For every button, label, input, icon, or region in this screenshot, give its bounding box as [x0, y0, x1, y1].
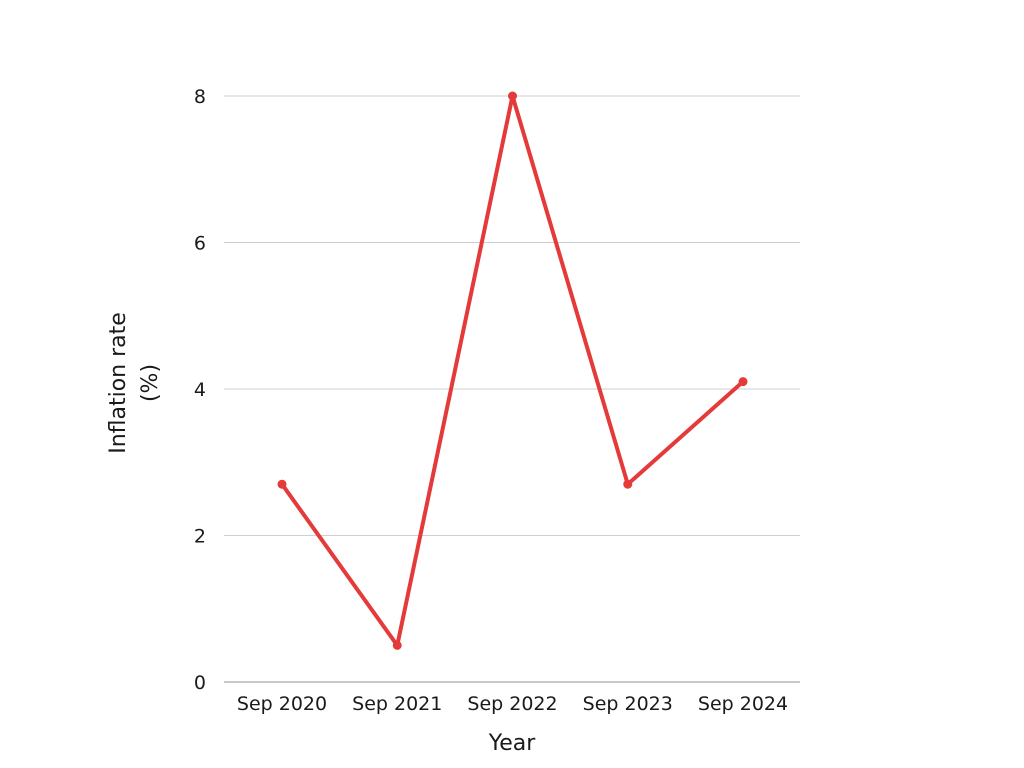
data-point [623, 479, 633, 489]
x-tick-label: Sep 2022 [467, 693, 557, 715]
x-tick-label: Sep 2020 [237, 693, 327, 715]
x-tick-label: Sep 2021 [352, 693, 442, 715]
y-tick-label: 6 [194, 233, 206, 255]
x-tick-labels: Sep 2020 Sep 2021 Sep 2022 Sep 2023 Sep 2024 [237, 693, 788, 715]
y-axis-title-line-1: Inflation rate [106, 312, 131, 454]
y-axis-title-line-2: (%) [138, 364, 163, 402]
y-axis-title: Inflation rate (%) [106, 312, 163, 454]
x-tick-label: Sep 2024 [698, 693, 788, 715]
x-axis-title: Year [488, 731, 537, 756]
y-tick-label: 2 [194, 526, 206, 548]
y-tick-labels: 0 2 4 6 8 [194, 86, 206, 694]
data-point [738, 377, 748, 387]
y-tick-label: 8 [194, 86, 206, 108]
gridlines [224, 95, 800, 536]
x-tick-label: Sep 2023 [583, 693, 673, 715]
data-point [277, 479, 287, 489]
data-point [508, 91, 517, 101]
series-line [280, 95, 745, 651]
data-point [392, 640, 402, 650]
y-tick-label: 0 [194, 672, 206, 694]
series-layer [277, 91, 748, 651]
y-tick-label: 4 [194, 379, 206, 401]
